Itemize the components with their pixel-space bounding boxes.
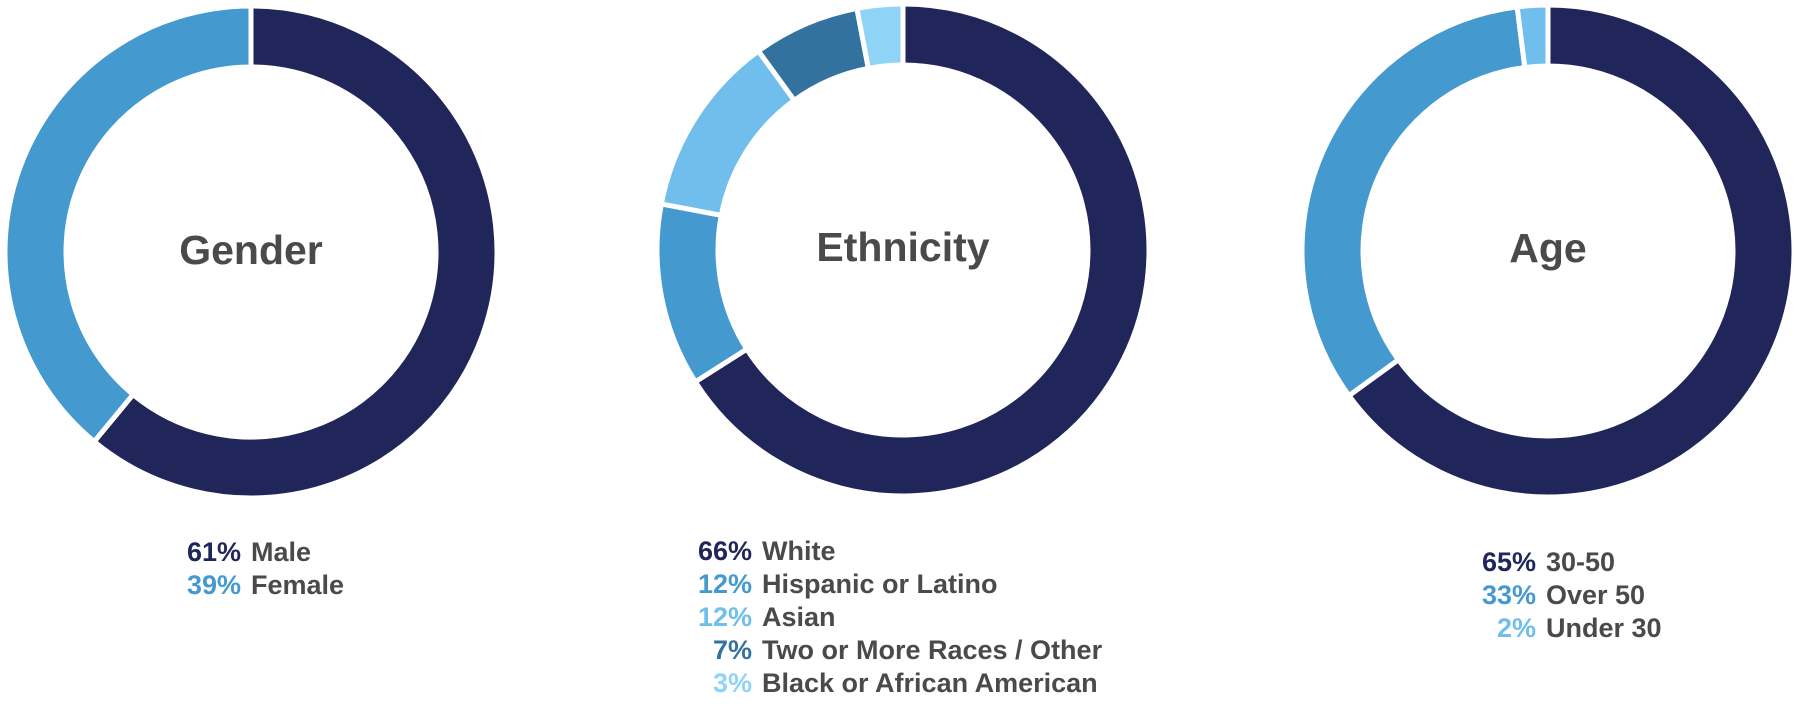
legend-item-male: 61% Male (173, 536, 344, 569)
gender-title: Gender (179, 227, 323, 273)
legend-percent: 33% (1481, 580, 1536, 610)
legend-item-asian: 12% Asian (684, 601, 1102, 634)
legend-percent: 2% (1496, 613, 1536, 643)
legend-label: Female (251, 570, 345, 600)
age-legend: 65% 30-50 33% Over 50 2% Under 30 (1468, 546, 1662, 645)
legend-item-two-or-more-races-other: 7% Two or More Races / Other (684, 634, 1102, 667)
age-slice-under-30 (1514, 2, 1551, 71)
legend-label: Two or More Races / Other (762, 635, 1103, 665)
legend-item-white: 66% White (684, 535, 1102, 568)
legend-label: Asian (762, 602, 836, 632)
legend-label: Under 30 (1546, 613, 1662, 643)
legend-percent: 65% (1481, 547, 1536, 577)
gender-slice-female (2, 3, 254, 446)
legend-percent: 66% (697, 536, 752, 566)
legend-percent: 12% (697, 602, 752, 632)
legend-item-over-50: 33% Over 50 (1468, 579, 1662, 612)
legend-label: Hispanic or Latino (762, 569, 998, 599)
ethnicity-slice-black-or-african-american (853, 1, 906, 72)
legend-label: Male (251, 537, 312, 567)
legend-percent: 12% (697, 569, 752, 599)
gender-donut (2, 3, 500, 501)
legend-percent: 7% (712, 635, 752, 665)
ethnicity-donut (654, 1, 1152, 499)
legend-label: White (762, 536, 836, 566)
legend-label: 30-50 (1546, 547, 1616, 577)
legend-item-30-50: 65% 30-50 (1468, 546, 1662, 579)
ethnicity-legend: 66% White 12% Hispanic or Latino 12% Asian 7% T… (684, 535, 1102, 700)
age-donut (1299, 2, 1795, 500)
legend-percent: 3% (712, 668, 752, 698)
legend-percent: 39% (186, 570, 241, 600)
ethnicity-slice-hispanic-or-latino (654, 200, 751, 386)
age-slice-over-50 (1299, 4, 1528, 400)
gender-slice-male (90, 3, 500, 501)
gender-legend: 61% Male 39% Female (173, 536, 344, 602)
ethnicity-title: Ethnicity (816, 224, 989, 270)
legend-percent: 61% (186, 537, 241, 567)
legend-label: Black or African American (762, 668, 1098, 698)
legend-item-hispanic-or-latino: 12% Hispanic or Latino (684, 568, 1102, 601)
legend-item-female: 39% Female (173, 569, 344, 602)
legend-label: Over 50 (1546, 580, 1646, 610)
age-slice-30-50 (1345, 2, 1795, 500)
age-title: Age (1509, 225, 1586, 271)
legend-item-black-or-african-american: 3% Black or African American (684, 667, 1102, 700)
ethnicity-slice-white (691, 1, 1152, 499)
legend-item-under-30: 2% Under 30 (1468, 612, 1662, 645)
